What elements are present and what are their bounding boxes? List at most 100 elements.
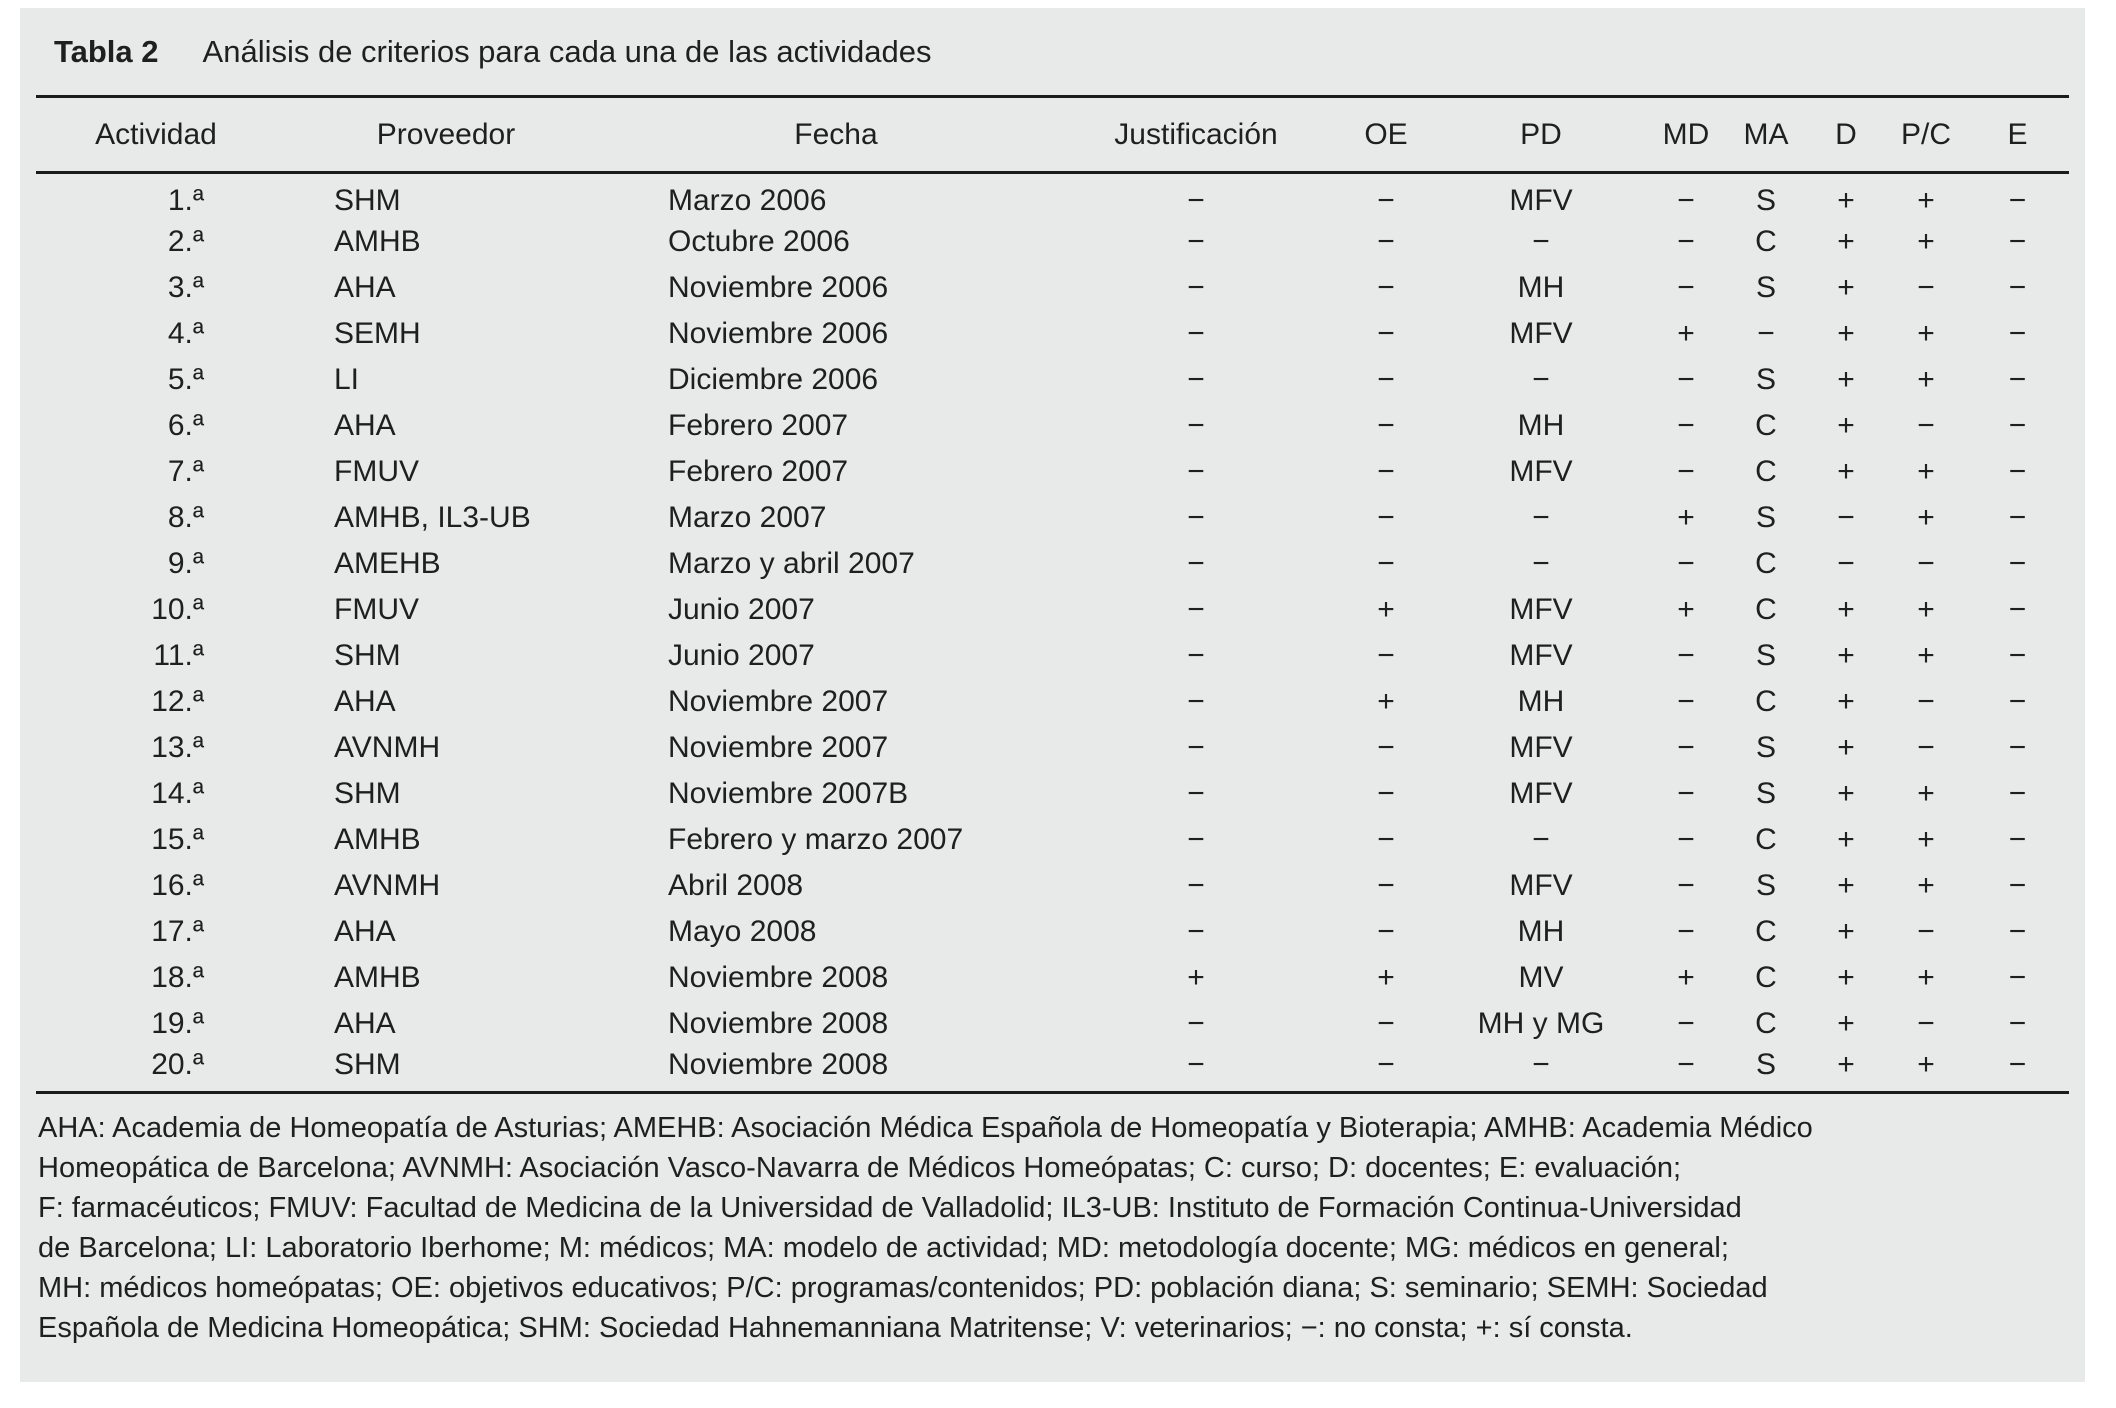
table-body: 1.ª SHM Marzo 2006 − − MFV − S + + − 2.ª AMHB Octubre… — [36, 173, 2069, 1093]
table-cell: S — [1755, 868, 1776, 902]
column-header: MD — [1662, 117, 1710, 151]
table-cell: S — [1755, 730, 1776, 764]
table-cell: − — [2008, 454, 2027, 488]
criteria-table: Actividad Proveedor Fecha Justificación OE PD… — [36, 95, 2069, 1094]
table-cell: − — [1377, 224, 1395, 258]
table-cell: Noviembre 2006 — [668, 270, 889, 304]
table-cell: SHM — [334, 1047, 401, 1081]
table-cell: − — [1377, 730, 1395, 764]
table-cell: − — [1187, 454, 1205, 488]
table-cell: − — [1677, 408, 1695, 442]
table-cell: 18.ª — [151, 960, 204, 994]
table-cell: − — [1187, 316, 1205, 350]
table-cell: Octubre 2006 — [668, 224, 850, 258]
table-cell: Noviembre 2007 — [668, 730, 889, 764]
table-cell: + — [1917, 184, 1935, 218]
column-header: E — [2007, 117, 2028, 151]
table-row: 7.ª FMUV Febrero 2007 − − MFV − C + + − — [36, 449, 2069, 495]
table-cell: Febrero 2007 — [668, 408, 849, 442]
table-cell: MH y MG — [1477, 1006, 1605, 1040]
table-cell: − — [2008, 316, 2027, 350]
table-cell: MH — [1517, 270, 1565, 304]
table-cell: + — [1837, 776, 1855, 810]
table-cell: + — [1677, 592, 1695, 626]
table-row: 6.ª AHA Febrero 2007 − − MH − C + − − — [36, 403, 2069, 449]
header-row: Actividad Proveedor Fecha Justificación OE PD… — [36, 96, 2069, 173]
table-cell: 17.ª — [151, 914, 204, 948]
table-cell: AMHB — [334, 822, 421, 856]
table-cell: + — [1837, 822, 1855, 856]
table-cell: + — [1837, 408, 1855, 442]
table-cell: C — [1755, 822, 1777, 856]
table-cell: − — [1377, 546, 1395, 580]
table-row: 2.ª AMHB Octubre 2006 − − − − C + + − — [36, 219, 2069, 265]
table-cell: Marzo 2006 — [668, 184, 827, 218]
table-cell: + — [1917, 500, 1935, 534]
table-number: Tabla 2 — [54, 34, 159, 69]
table-cell: SHM — [334, 776, 401, 810]
table-cell: − — [1187, 184, 1205, 218]
table-cell: − — [1377, 1006, 1395, 1040]
table-cell: Junio 2007 — [668, 638, 815, 672]
table-cell: AHA — [334, 270, 396, 304]
table-cell: − — [2008, 822, 2027, 856]
table-row: 4.ª SEMH Noviembre 2006 − − MFV + − + + − — [36, 311, 2069, 357]
table-cell: + — [1837, 362, 1855, 396]
table-cell: + — [1677, 500, 1695, 534]
footnote-line: AHA: Academia de Homeopatía de Asturias;… — [38, 1112, 1813, 1144]
table-cell: − — [1532, 822, 1550, 856]
table-cell: MFV — [1509, 638, 1573, 672]
table-cell: 19.ª — [151, 1006, 204, 1040]
table-cell: − — [1532, 224, 1550, 258]
table-cell: + — [1917, 868, 1935, 902]
table-row: 12.ª AHA Noviembre 2007 − + MH − C + − − — [36, 679, 2069, 725]
table-row: 3.ª AHA Noviembre 2006 − − MH − S + − − — [36, 265, 2069, 311]
table-cell: − — [2008, 730, 2027, 764]
table-cell: − — [2008, 546, 2027, 580]
table-cell: − — [2008, 960, 2027, 994]
table-cell: − — [2008, 408, 2027, 442]
table-cell: 12.ª — [151, 684, 204, 718]
table-cell: AMHB — [334, 960, 421, 994]
table-cell: − — [2008, 592, 2027, 626]
table-cell: − — [1917, 684, 1935, 718]
table-cell: AMEHB — [334, 546, 441, 580]
table-cell: Diciembre 2006 — [668, 362, 879, 396]
table-cell: MH — [1517, 408, 1565, 442]
table-row: 11.ª SHM Junio 2007 − − MFV − S + + − — [36, 633, 2069, 679]
table-cell: + — [1837, 638, 1855, 672]
table-cell: AMHB, IL3-UB — [334, 500, 531, 534]
table-cell: Abril 2008 — [668, 868, 804, 902]
table-cell: − — [2008, 1006, 2027, 1040]
table-cell: − — [2008, 868, 2027, 902]
table-cell: Marzo 2007 — [668, 500, 827, 534]
table-cell: − — [1677, 822, 1695, 856]
table-cell: − — [1917, 730, 1935, 764]
table-cell: + — [1917, 638, 1935, 672]
table-cell: − — [1532, 500, 1550, 534]
table-cell: + — [1917, 316, 1935, 350]
table-cell: − — [1187, 362, 1205, 396]
table-cell: − — [2008, 270, 2027, 304]
table-cell: − — [1377, 408, 1395, 442]
table-cell: − — [1532, 362, 1550, 396]
table-cell: LI — [334, 362, 360, 396]
table-cell: C — [1755, 224, 1777, 258]
table-cell: − — [1677, 638, 1695, 672]
column-header: Proveedor — [376, 117, 516, 151]
table-cell: MH — [1517, 914, 1565, 948]
table-cell: Noviembre 2008 — [668, 1006, 889, 1040]
table-cell: − — [1917, 546, 1935, 580]
table-cell: MH — [1517, 684, 1565, 718]
table-cell: − — [1677, 730, 1695, 764]
table-cell: − — [1377, 362, 1395, 396]
table-cell: C — [1755, 684, 1777, 718]
table-cell: + — [1917, 776, 1935, 810]
table-cell: C — [1755, 1006, 1777, 1040]
table-cell: SHM — [334, 184, 401, 218]
table-cell: Junio 2007 — [668, 592, 815, 626]
table-cell: − — [1187, 270, 1205, 304]
table-cell: − — [1187, 500, 1205, 534]
table-cell: 20.ª — [151, 1047, 204, 1081]
table-cell: AMHB — [334, 224, 421, 258]
